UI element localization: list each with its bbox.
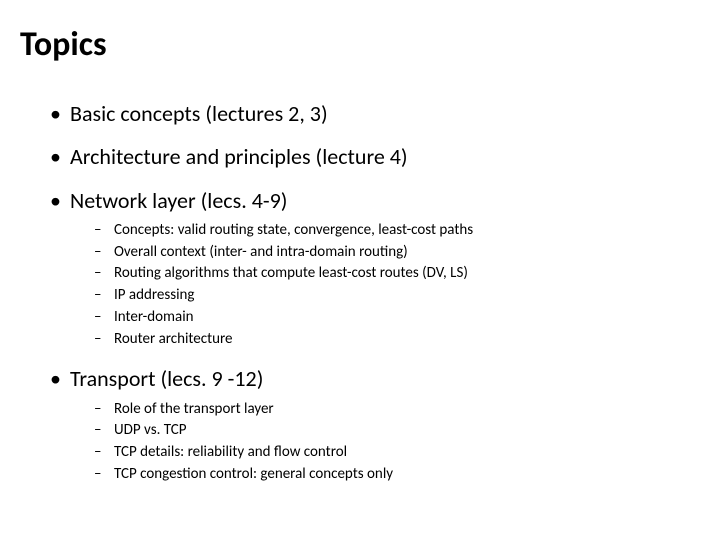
- sub-list-item-label: Role of the transport layer: [114, 400, 274, 418]
- sub-list-item: Concepts: valid routing state, convergen…: [94, 221, 720, 240]
- sub-list-item-label: Routing algorithms that compute least-co…: [114, 264, 468, 282]
- list-item-label: Transport (lecs. 9 -12): [70, 365, 263, 392]
- list-item-label: Basic concepts (lectures 2, 3): [70, 100, 328, 127]
- list-item-label: Network layer (lecs. 4-9): [70, 187, 287, 214]
- sub-list-item: Inter-domain: [94, 308, 720, 327]
- sub-list-item-label: TCP congestion control: general concepts…: [114, 465, 393, 483]
- sub-list: Role of the transport layer UDP vs. TCP …: [94, 400, 720, 484]
- list-item: Transport (lecs. 9 -12) Role of the tran…: [50, 366, 720, 483]
- sub-list-item-label: Router architecture: [114, 330, 233, 348]
- sub-list-item: TCP details: reliability and flow contro…: [94, 443, 720, 462]
- list-item: Architecture and principles (lecture 4): [50, 144, 720, 169]
- slide: Topics Basic concepts (lectures 2, 3) Ar…: [0, 0, 720, 540]
- sub-list-item: Router architecture: [94, 330, 720, 349]
- sub-list-item: IP addressing: [94, 286, 720, 305]
- sub-list-item-label: TCP details: reliability and flow contro…: [114, 443, 347, 461]
- sub-list: Concepts: valid routing state, convergen…: [94, 221, 720, 349]
- sub-list-item-label: UDP vs. TCP: [114, 421, 187, 439]
- sub-list-item-label: Inter-domain: [114, 308, 194, 326]
- sub-list-item-label: Overall context (inter- and intra-domain…: [114, 243, 408, 261]
- list-item: Basic concepts (lectures 2, 3): [50, 101, 720, 126]
- topic-list: Basic concepts (lectures 2, 3) Architect…: [50, 101, 720, 484]
- sub-list-item-label: IP addressing: [114, 286, 194, 304]
- sub-list-item-label: Concepts: valid routing state, convergen…: [114, 221, 473, 239]
- sub-list-item: TCP congestion control: general concepts…: [94, 465, 720, 484]
- list-item-label: Architecture and principles (lecture 4): [70, 143, 408, 170]
- sub-list-item: Routing algorithms that compute least-co…: [94, 264, 720, 283]
- sub-list-item: Overall context (inter- and intra-domain…: [94, 243, 720, 262]
- sub-list-item: UDP vs. TCP: [94, 421, 720, 440]
- page-title: Topics: [20, 24, 720, 65]
- sub-list-item: Role of the transport layer: [94, 400, 720, 419]
- list-item: Network layer (lecs. 4-9) Concepts: vali…: [50, 188, 720, 349]
